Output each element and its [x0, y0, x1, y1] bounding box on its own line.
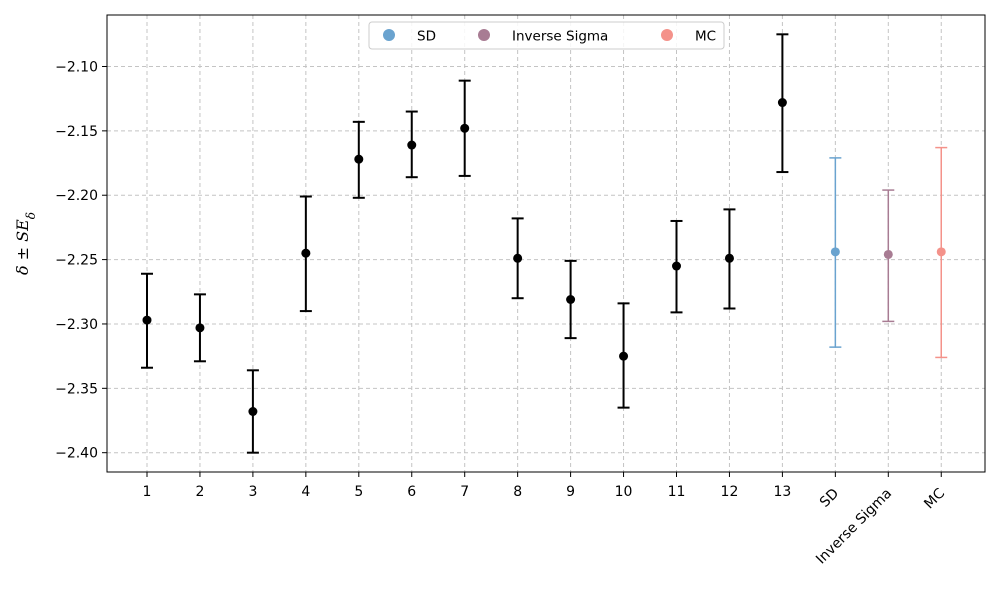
- x-tick-label: 5: [354, 484, 363, 500]
- x-tick-label: 1: [143, 484, 152, 500]
- x-tick-label: 10: [615, 484, 633, 500]
- data-point: [566, 294, 576, 304]
- x-tick-label: 12: [721, 484, 739, 500]
- data-point: [883, 249, 893, 259]
- data-point: [619, 351, 629, 361]
- axis-ticks: −2.40−2.35−2.30−2.25−2.20−2.15−2.101 2 3 4 5…: [55, 59, 948, 567]
- data-point: [195, 323, 205, 333]
- legend-label: SD: [417, 29, 436, 45]
- x-tick-label: 9: [566, 484, 575, 500]
- data-point: [460, 123, 470, 133]
- data-point: [672, 261, 681, 271]
- legend-label: MC: [695, 29, 716, 45]
- y-tick-label: −2.35: [55, 381, 98, 397]
- y-axis-label: δ ± SEδ: [13, 212, 38, 275]
- legend-marker: [383, 29, 395, 41]
- x-tick-label: 6: [407, 484, 416, 500]
- x-tick-label: SD: [817, 486, 842, 511]
- x-tick-label: MC: [921, 485, 948, 512]
- data-point: [777, 98, 787, 108]
- y-tick-label: −2.15: [55, 124, 98, 140]
- legend-box: [368, 21, 725, 50]
- data-point: [354, 154, 364, 164]
- x-tick-label: 2: [195, 484, 204, 500]
- legend-label: Inverse Sigma: [512, 29, 608, 45]
- grid-lines: [107, 15, 985, 472]
- data-point: [830, 247, 840, 257]
- y-tick-label: −2.40: [55, 446, 98, 462]
- legend-marker: [661, 29, 673, 41]
- x-tick-label: 11: [668, 484, 686, 500]
- y-tick-label: −2.25: [55, 253, 98, 269]
- y-tick-label: −2.10: [55, 59, 98, 75]
- data-point: [936, 247, 946, 257]
- data-point: [407, 140, 417, 150]
- data-point: [248, 406, 258, 416]
- y-tick-label: −2.30: [55, 317, 98, 333]
- data-point: [301, 248, 311, 258]
- y-tick-label: −2.20: [55, 188, 98, 204]
- legend: SD Inverse Sigma MC: [368, 21, 725, 50]
- x-tick-label: 13: [773, 484, 791, 500]
- data-point: [513, 253, 523, 263]
- legend-marker: [478, 29, 490, 41]
- data-point: [142, 315, 152, 325]
- plot-area-frame: [106, 14, 986, 473]
- x-tick-label: 3: [248, 484, 257, 500]
- data-point: [724, 253, 734, 263]
- data-marks: [141, 33, 948, 454]
- x-tick-label: 8: [513, 484, 522, 500]
- x-tick-label: 4: [301, 484, 310, 500]
- x-tick-label: 7: [460, 484, 469, 500]
